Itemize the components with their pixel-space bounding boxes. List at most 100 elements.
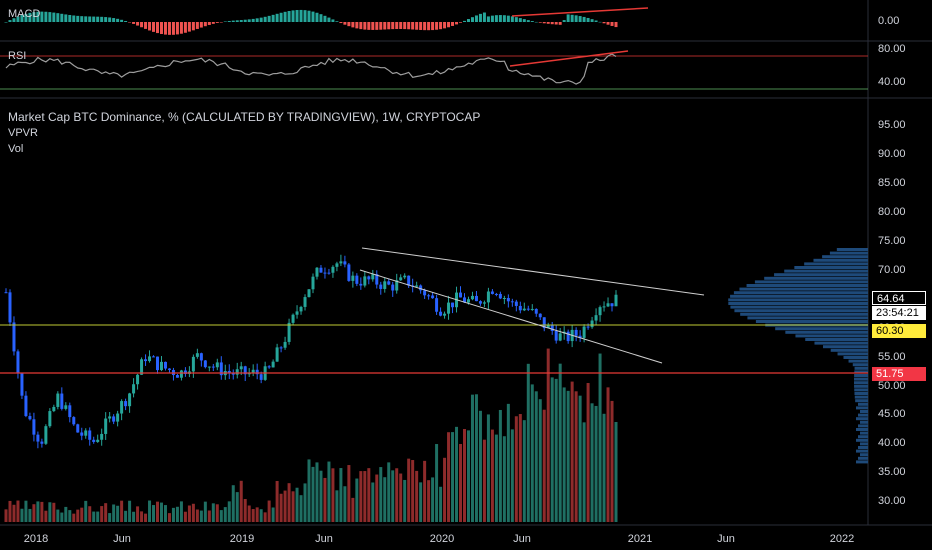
price-tick-label: 35.00 <box>878 466 906 478</box>
volume-bar <box>399 473 403 522</box>
volume-bar <box>128 500 132 522</box>
vpvr-row <box>855 399 868 403</box>
volume-bar <box>546 348 550 522</box>
macd-bar <box>219 22 223 23</box>
indicator-vol[interactable]: Vol <box>8 143 24 155</box>
candle-body <box>391 284 395 291</box>
volume-bar <box>391 470 395 522</box>
candle-body <box>367 276 371 280</box>
vpvr-row <box>854 370 868 374</box>
trendline-lower[interactable] <box>359 269 663 364</box>
candle-body <box>459 292 463 298</box>
volume-bar <box>231 485 235 522</box>
vpvr-row <box>774 273 868 277</box>
macd-bar <box>275 13 279 22</box>
macd-bar <box>203 22 207 27</box>
macd-bar <box>319 14 323 22</box>
volume-bar <box>171 507 175 522</box>
macd-bar <box>602 22 606 24</box>
vpvr-row <box>754 280 868 284</box>
macd-bar <box>100 16 104 22</box>
macd-bar <box>128 22 132 23</box>
candle-body <box>183 370 187 374</box>
candle-body <box>68 405 72 418</box>
macd-bar <box>586 17 590 22</box>
time-tick-label: Jun <box>315 533 333 545</box>
candle-body <box>490 291 494 294</box>
rsi-label[interactable]: RSI <box>8 50 27 62</box>
volume-bar <box>104 503 108 522</box>
macd-label[interactable]: MACD <box>8 8 41 20</box>
macd-bar <box>379 22 383 30</box>
volume-bar <box>64 506 68 522</box>
volume-bar <box>538 399 542 522</box>
macd-bar <box>323 15 327 22</box>
volume-bar <box>159 502 163 522</box>
chart-title: Market Cap BTC Dominance, % (CALCULATED … <box>8 110 481 124</box>
candle-body <box>152 356 156 358</box>
macd-bar <box>24 13 28 22</box>
volume-bar <box>275 480 279 522</box>
macd-bar <box>343 22 347 25</box>
macd-bar <box>315 12 319 22</box>
volume-bar <box>478 410 482 522</box>
volume-bar <box>574 391 578 522</box>
macd-bar <box>510 16 514 22</box>
price-tick-label: 50.00 <box>878 380 906 392</box>
candle-body <box>112 416 116 422</box>
candle-body <box>104 418 108 434</box>
macd-bar <box>28 12 32 22</box>
macd-bar <box>72 15 76 22</box>
volume-bar <box>287 483 291 522</box>
macd-bar <box>383 22 387 30</box>
macd-bar <box>32 12 36 22</box>
macd-bar <box>307 10 311 22</box>
macd-bar <box>538 22 542 23</box>
macd-bar <box>395 22 399 30</box>
volume-bar <box>132 511 136 522</box>
candle-body <box>52 406 56 412</box>
candle-body <box>534 308 538 314</box>
volume-bar <box>116 505 120 522</box>
macd-bar <box>371 22 375 30</box>
vpvr-row <box>858 402 868 406</box>
vpvr-row <box>804 262 868 266</box>
indicator-vpvr[interactable]: VPVR <box>8 127 38 139</box>
candle-body <box>144 359 148 362</box>
candle-body <box>554 330 558 341</box>
time-tick-label: Jun <box>717 533 735 545</box>
volume-bar <box>451 432 455 522</box>
macd-bar <box>199 22 203 28</box>
volume-bar <box>175 506 179 522</box>
macd-bar <box>52 12 56 22</box>
candle-body <box>462 297 466 303</box>
volume-bar <box>590 403 594 522</box>
volume-bar <box>263 512 267 522</box>
volume-bar <box>367 468 371 522</box>
trendline-upper[interactable] <box>361 247 705 296</box>
last-price-label: 64.64 <box>872 291 926 305</box>
candle-body <box>291 314 295 323</box>
macd-bar <box>598 21 602 23</box>
vpvr-row <box>728 302 868 305</box>
macd-bar <box>494 15 498 22</box>
volume-bar <box>44 510 48 522</box>
volume-bar <box>156 501 160 522</box>
countdown-label: 23:54:21 <box>872 306 926 320</box>
macd-bar <box>88 16 92 22</box>
volume-bar <box>427 480 431 522</box>
vpvr-row <box>733 291 868 295</box>
candle-body <box>343 261 347 265</box>
candle-body <box>76 424 80 433</box>
volume-bar <box>108 513 112 522</box>
vpvr-row <box>848 359 868 363</box>
macd-bar <box>482 12 486 22</box>
macd-bar <box>514 17 518 22</box>
volume-bar <box>243 499 247 522</box>
candle-body <box>195 353 199 357</box>
volume-bar <box>271 507 275 522</box>
macd-bar <box>403 22 407 30</box>
volume-bar <box>144 513 148 522</box>
macd-bar <box>36 11 40 22</box>
